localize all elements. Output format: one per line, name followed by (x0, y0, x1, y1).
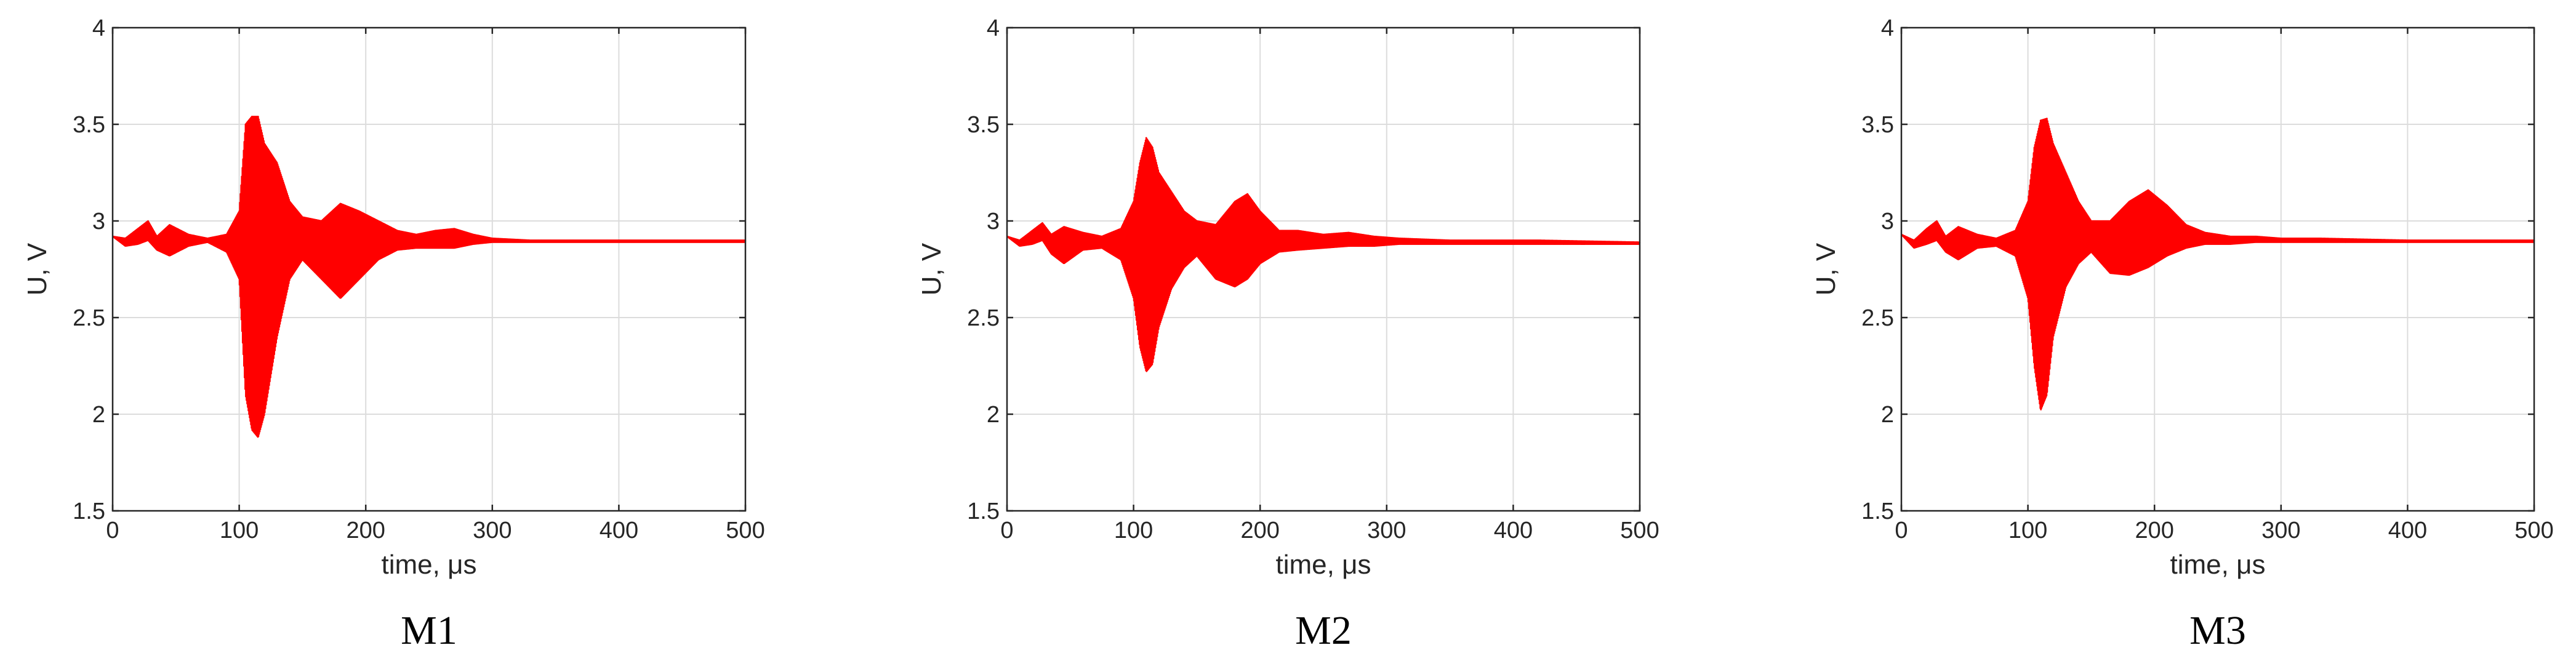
x-tick-label: 300 (1367, 518, 1406, 543)
panel-m1: 0 100 200 300 400 500 1.5 2 2.5 3 3.5 4 time, μs U, V… (22, 15, 765, 653)
x-tick-label: 400 (2388, 518, 2427, 543)
axis-frame (111, 26, 747, 512)
y-tick-label: 4 (1881, 15, 1894, 41)
y-axis-label: U, V (917, 242, 947, 295)
y-tick-label: 3.5 (1861, 112, 1894, 138)
x-axis-label: time, μs (382, 550, 477, 580)
x-tick-label: 200 (2135, 518, 2173, 543)
x-tick-label: 200 (1240, 518, 1279, 543)
axis-frame (1006, 26, 1641, 512)
x-tick-label: 400 (1494, 518, 1533, 543)
y-tick-label: 3 (987, 209, 1000, 234)
signal-series-line (1901, 118, 2535, 411)
panel-caption: M1 (401, 608, 457, 653)
x-tick-label: 500 (1620, 518, 1659, 543)
x-tick-label: 0 (1000, 518, 1013, 543)
x-tick-label: 0 (1895, 518, 1908, 543)
y-tick-label: 2 (92, 402, 105, 428)
y-tick-label: 2.5 (73, 305, 105, 331)
y-tick-label: 2 (987, 402, 1000, 428)
plot-area (1007, 28, 1640, 511)
plot-area (1901, 28, 2534, 511)
y-tick-label: 3.5 (967, 112, 1000, 138)
x-tick-label: 300 (2261, 518, 2300, 543)
x-tick-label: 500 (2514, 518, 2553, 543)
axis-frame (1900, 26, 2535, 512)
y-axis-label: U, V (22, 242, 52, 295)
y-tick-label: 2 (1881, 402, 1894, 428)
plot-area (113, 28, 745, 511)
x-tick-label: 100 (2008, 518, 2047, 543)
y-tick-label: 2.5 (1861, 305, 1894, 331)
y-tick-label: 4 (92, 15, 105, 41)
x-axis-label: time, μs (2170, 550, 2266, 580)
x-axis-label: time, μs (1276, 550, 1371, 580)
y-axis-label: U, V (1811, 242, 1841, 295)
y-tick-label: 3 (1881, 209, 1894, 234)
signal-series-line (112, 116, 747, 438)
y-tick-label: 1.5 (967, 499, 1000, 524)
x-tick-label: 300 (473, 518, 512, 543)
panel-caption: M3 (2189, 608, 2246, 653)
signal-series-line (1006, 137, 1641, 372)
y-tick-label: 3 (92, 209, 105, 234)
y-tick-label: 2.5 (967, 305, 1000, 331)
y-tick-label: 1.5 (1861, 499, 1894, 524)
x-tick-label: 200 (346, 518, 385, 543)
x-tick-label: 0 (106, 518, 119, 543)
y-tick-label: 1.5 (73, 499, 105, 524)
panel-m2: 0 100 200 300 400 500 1.5 2 2.5 3 3.5 4 time, μs U, V… (917, 15, 1659, 653)
x-tick-label: 100 (220, 518, 259, 543)
x-tick-label: 500 (726, 518, 764, 543)
y-tick-label: 4 (987, 15, 1000, 41)
panel-m3: 0 100 200 300 400 500 1.5 2 2.5 3 3.5 4 time, μs U, V… (1811, 15, 2554, 653)
x-tick-label: 400 (600, 518, 638, 543)
x-tick-label: 100 (1114, 518, 1153, 543)
panel-caption: M2 (1295, 608, 1352, 653)
y-tick-label: 3.5 (73, 112, 105, 138)
